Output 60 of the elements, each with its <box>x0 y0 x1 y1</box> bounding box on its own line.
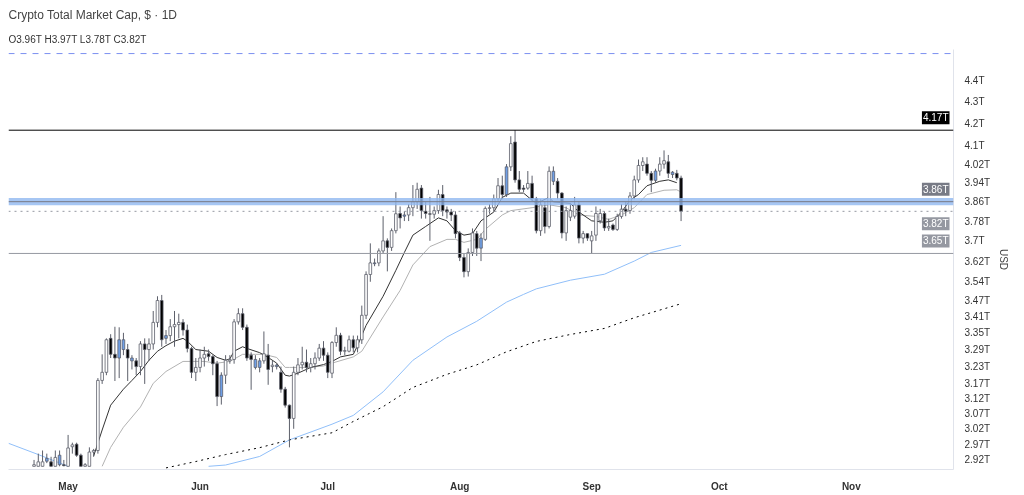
candlestick <box>398 205 402 229</box>
y-tick-label: 4.1T <box>964 140 985 152</box>
y-tick-label: 3.23T <box>964 361 991 373</box>
y-tick-label: 3.78T <box>964 215 991 227</box>
candlestick <box>87 446 92 467</box>
chart-title: Crypto Total Market Cap, $ · 1D <box>8 7 178 22</box>
y-tick-label: 3.54T <box>964 276 991 288</box>
candlestick <box>172 310 177 348</box>
y-tick-label: 2.92T <box>964 454 991 466</box>
y-tick-label: 3.47T <box>964 294 991 306</box>
ref-line-label: 4.17T <box>922 112 949 124</box>
y-tick-label: 3.35T <box>964 327 991 339</box>
candlestick <box>177 313 181 339</box>
y-tick-label: 4.02T <box>964 158 991 170</box>
y-tick-label: 3.62T <box>964 255 991 267</box>
x-tick-label: Sep <box>582 480 601 492</box>
y-tick-label: 3.94T <box>964 177 991 189</box>
y-tick-label: 4.4T <box>964 75 985 87</box>
candlestick <box>202 346 207 368</box>
x-tick-label: Nov <box>841 480 862 492</box>
y-tick-label: 3.29T <box>964 344 991 356</box>
y-tick-label: 3.07T <box>964 408 991 420</box>
legend-label: 3.65T <box>922 235 949 247</box>
candlestick <box>475 230 479 257</box>
y-axis-title: USD <box>998 248 1010 271</box>
x-tick-label: Aug <box>450 480 470 492</box>
x-tick-label: Jun <box>191 480 209 492</box>
candlestick <box>602 210 607 232</box>
ref-line-label: 3.86T <box>922 183 949 195</box>
candlestick <box>113 326 117 382</box>
candlestick <box>32 459 36 467</box>
candlestick <box>313 351 317 370</box>
candlestick <box>594 205 598 242</box>
y-tick-label: 3.17T <box>964 378 991 390</box>
candlestick <box>666 154 671 179</box>
candlestick <box>138 340 143 376</box>
y-tick-label: 2.97T <box>964 438 991 450</box>
candlestick <box>117 326 121 379</box>
x-tick-label: May <box>58 480 79 492</box>
y-tick-label: 4.3T <box>964 96 985 108</box>
y-tick-label: 3.86T <box>964 196 991 208</box>
ref-line-label: 3.82T <box>922 218 949 230</box>
y-tick-label: 3.7T <box>964 235 985 247</box>
candlestick <box>168 318 172 342</box>
y-tick-label: 4.2T <box>964 118 985 130</box>
chart-subtitle: O3.96T H3.97T L3.78T C3.82T <box>8 33 147 45</box>
y-tick-label: 3.12T <box>964 393 991 405</box>
candlestick <box>125 343 130 382</box>
candlestick <box>304 349 309 373</box>
candlestick <box>66 434 70 467</box>
candlestick <box>428 196 432 242</box>
line-series <box>165 303 682 469</box>
y-tick-label: 3.41T <box>964 310 991 322</box>
x-tick-label: Oct <box>711 480 729 492</box>
candlestick <box>198 349 202 373</box>
x-tick-label: Jul <box>320 480 336 492</box>
candlestick <box>662 149 666 170</box>
y-tick-label: 3.02T <box>964 423 991 435</box>
candlestick <box>645 156 649 177</box>
candlestick <box>121 332 126 356</box>
